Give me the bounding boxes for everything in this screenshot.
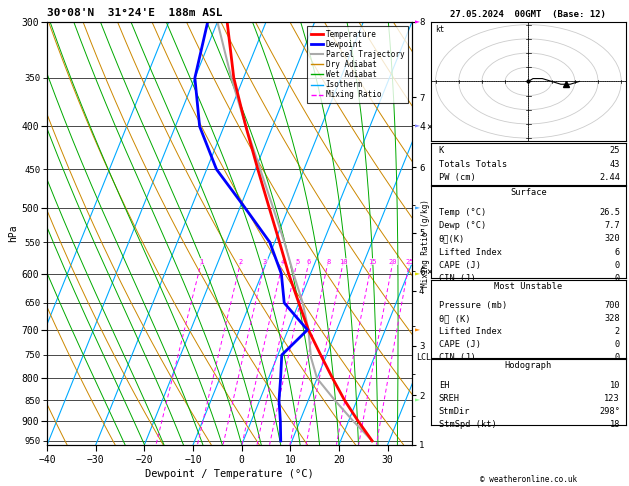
Text: θᴁ (K): θᴁ (K) [438,314,470,323]
Text: © weatheronline.co.uk: © weatheronline.co.uk [480,474,577,484]
Text: θᴁ(K): θᴁ(K) [438,234,465,243]
Text: CAPE (J): CAPE (J) [438,340,481,349]
Text: PW (cm): PW (cm) [438,174,476,182]
Text: K: K [438,146,444,155]
Text: 27.05.2024  00GMT  (Base: 12): 27.05.2024 00GMT (Base: 12) [450,10,606,19]
Text: 0: 0 [615,353,620,362]
Text: 700: 700 [604,301,620,311]
Text: 5: 5 [295,259,299,264]
Text: 8: 8 [326,259,330,264]
Text: StmDir: StmDir [438,407,470,416]
Text: 328: 328 [604,314,620,323]
Text: 15: 15 [368,259,376,264]
Text: 0: 0 [615,274,620,283]
Text: Lifted Index: Lifted Index [438,327,502,336]
Text: 25: 25 [610,146,620,155]
Text: 6: 6 [307,259,311,264]
Text: StmSpd (kt): StmSpd (kt) [438,420,496,429]
Text: Surface: Surface [510,188,547,197]
Y-axis label: km
ASL: km ASL [447,214,463,233]
Text: ►: ► [415,396,420,405]
X-axis label: Dewpoint / Temperature (°C): Dewpoint / Temperature (°C) [145,469,314,479]
Text: 123: 123 [604,394,620,403]
Text: 6: 6 [615,247,620,257]
Text: EH: EH [438,381,449,390]
Text: ►: ► [415,122,420,131]
Text: CIN (J): CIN (J) [438,353,476,362]
Text: Temp (°C): Temp (°C) [438,208,486,217]
Text: 1: 1 [199,259,204,264]
Text: Totals Totals: Totals Totals [438,159,507,169]
Text: ►: ► [415,269,420,278]
Text: Dewp (°C): Dewp (°C) [438,221,486,230]
Text: 4: 4 [281,259,285,264]
Text: Pressure (mb): Pressure (mb) [438,301,507,311]
Text: 0: 0 [615,261,620,270]
Y-axis label: hPa: hPa [8,225,18,242]
Text: Mixing Ratio (g/kg): Mixing Ratio (g/kg) [421,199,430,287]
Text: SREH: SREH [438,394,460,403]
Text: 10: 10 [610,381,620,390]
Text: ►: ► [415,203,420,212]
Text: 20: 20 [389,259,397,264]
Text: 10: 10 [339,259,348,264]
Text: 26.5: 26.5 [599,208,620,217]
Text: CIN (J): CIN (J) [438,274,476,283]
Text: 2: 2 [238,259,243,264]
Text: 0: 0 [615,340,620,349]
Text: kt: kt [435,25,445,34]
Text: 30°08'N  31°24'E  188m ASL: 30°08'N 31°24'E 188m ASL [47,8,223,18]
Text: 25: 25 [405,259,414,264]
Legend: Temperature, Dewpoint, Parcel Trajectory, Dry Adiabat, Wet Adiabat, Isotherm, Mi: Temperature, Dewpoint, Parcel Trajectory… [308,26,408,103]
Text: 298°: 298° [599,407,620,416]
Text: 18: 18 [610,420,620,429]
Text: ►: ► [415,325,420,334]
Text: Most Unstable: Most Unstable [494,282,562,291]
Text: 3: 3 [263,259,267,264]
Text: 320: 320 [604,234,620,243]
Text: ►: ► [415,17,420,26]
Text: CAPE (J): CAPE (J) [438,261,481,270]
Text: 43: 43 [610,159,620,169]
Text: Lifted Index: Lifted Index [438,247,502,257]
Text: 7.7: 7.7 [604,221,620,230]
Text: 2.44: 2.44 [599,174,620,182]
Text: 2: 2 [615,327,620,336]
Text: Hodograph: Hodograph [504,361,552,370]
Text: LCL: LCL [416,353,431,362]
